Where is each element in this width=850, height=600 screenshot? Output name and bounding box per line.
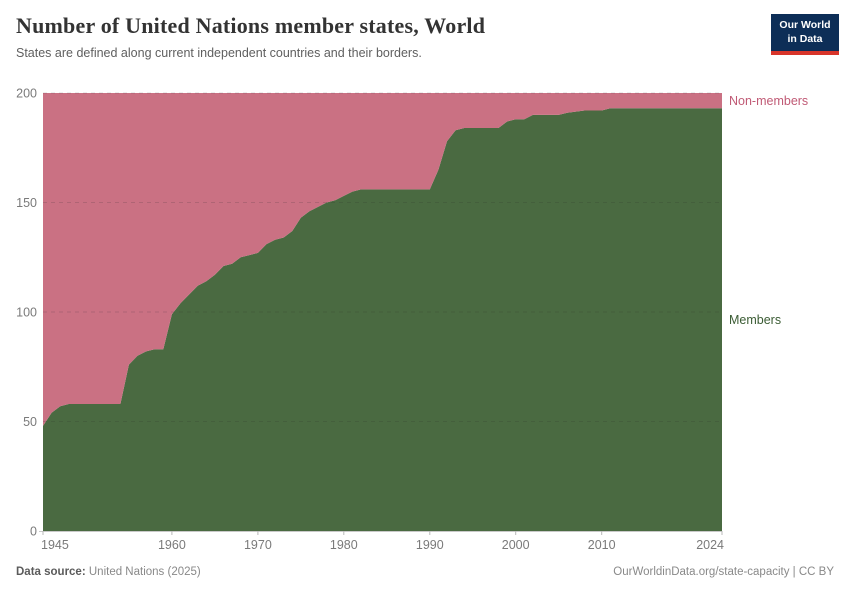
credit-link[interactable]: OurWorldinData.org/state-capacity | CC B… — [613, 566, 834, 578]
owid-logo: Our World in Data — [771, 14, 839, 55]
y-tick-label: 150 — [16, 196, 37, 210]
page-title: Number of United Nations member states, … — [16, 13, 486, 38]
x-tick-label: 2010 — [588, 538, 616, 552]
x-tick-label: 1990 — [416, 538, 444, 552]
x-tick-label: 1970 — [244, 538, 272, 552]
x-tick-label: 2000 — [502, 538, 530, 552]
x-tick-label: 1980 — [330, 538, 358, 552]
y-tick-label: 0 — [30, 525, 37, 539]
data-source-label: Data source: — [16, 566, 86, 578]
y-tick-label: 100 — [16, 306, 37, 320]
series-label-members: Members — [729, 312, 782, 327]
non-members-area — [43, 93, 722, 426]
x-tick-label: 1945 — [41, 538, 69, 552]
data-source-value: United Nations (2025) — [88, 566, 201, 578]
chart-subtitle: States are defined along current indepen… — [16, 45, 422, 60]
x-tick-label: 2024 — [696, 538, 724, 552]
data-source: Data source: United Nations (2025) — [16, 566, 201, 578]
x-tick-label: 1960 — [158, 538, 186, 552]
chart-footer: Data source: United Nations (2025) OurWo… — [0, 566, 850, 578]
logo-line-2: in Data — [787, 32, 823, 45]
chart-header: Number of United Nations member states, … — [16, 12, 746, 60]
y-tick-label: 50 — [23, 415, 37, 429]
logo-line-1: Our World — [779, 19, 831, 32]
members-area — [43, 108, 722, 532]
y-tick-label: 200 — [16, 87, 37, 101]
series-label-non-members: Non-members — [729, 93, 809, 108]
